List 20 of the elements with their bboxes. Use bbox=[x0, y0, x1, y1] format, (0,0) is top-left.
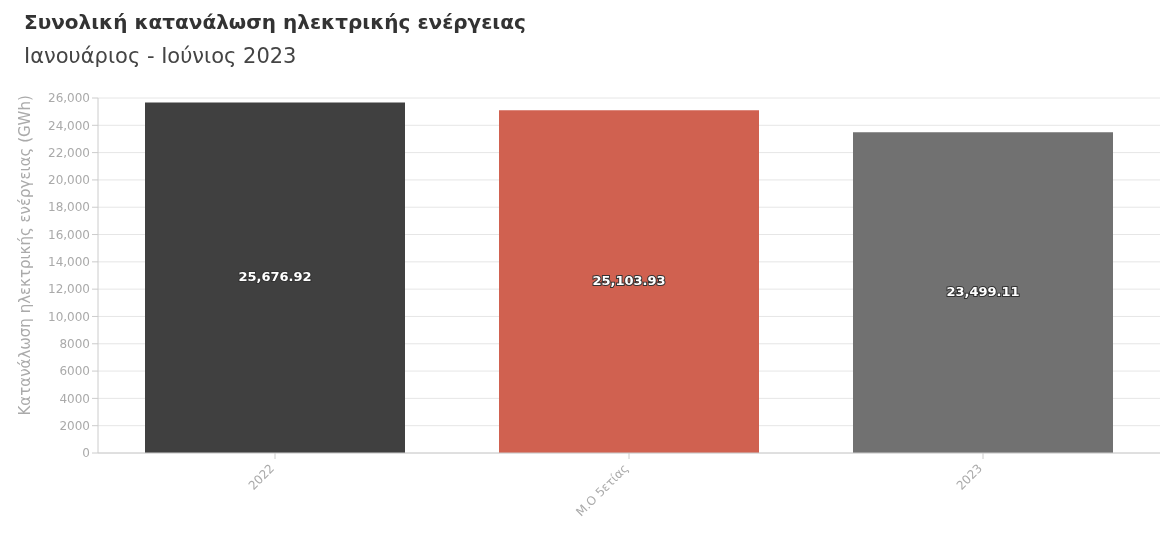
y-tick-label: 6000 bbox=[59, 364, 90, 379]
y-tick-label: 10,000 bbox=[48, 309, 90, 324]
y-tick-label: 8000 bbox=[59, 337, 90, 352]
y-tick-label: 24,000 bbox=[48, 118, 90, 133]
y-tick-label: 2000 bbox=[59, 418, 90, 433]
y-tick-label: 14,000 bbox=[48, 255, 90, 270]
y-tick-label: 16,000 bbox=[48, 227, 90, 242]
data-label: 23,499.11 bbox=[946, 284, 1020, 300]
data-label: 25,676.92 bbox=[238, 269, 312, 285]
y-tick-label: 4000 bbox=[59, 391, 90, 406]
y-axis-title: Κατανάλωση ηλεκτρικής ενέργειας (GWh) bbox=[16, 95, 35, 416]
y-tick-label: 20,000 bbox=[48, 173, 90, 188]
y-tick-label: 0 bbox=[82, 446, 90, 461]
data-label: 25,103.93 bbox=[592, 273, 666, 289]
chart-title: Συνολική κατανάλωση ηλεκτρικής ενέργειας bbox=[24, 10, 526, 34]
y-tick-label: 12,000 bbox=[48, 282, 90, 297]
y-tick-label: 18,000 bbox=[48, 200, 90, 215]
y-tick-label: 26,000 bbox=[48, 91, 90, 106]
y-tick-label: 22,000 bbox=[48, 145, 90, 160]
chart-subtitle: Ιανουάριος - Ιούνιος 2023 bbox=[24, 44, 297, 68]
